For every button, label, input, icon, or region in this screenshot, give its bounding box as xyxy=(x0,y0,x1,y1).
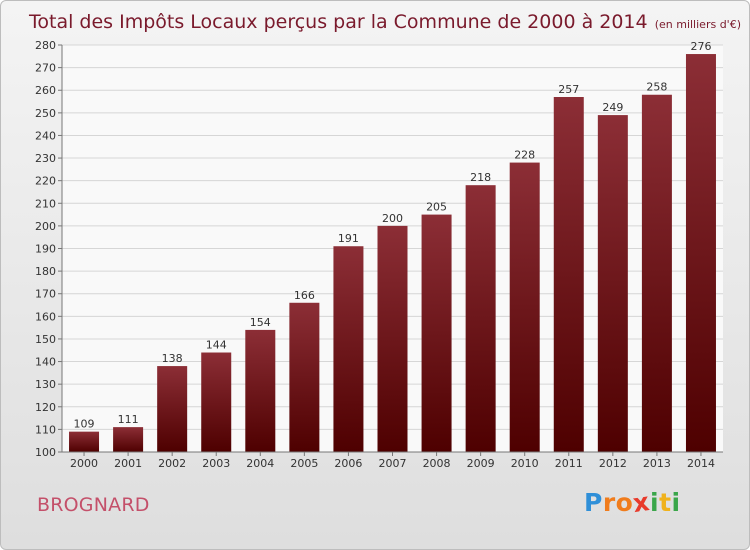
bar-2012 xyxy=(597,115,628,452)
bar-2003 xyxy=(201,352,232,452)
y-tick-label: 130 xyxy=(35,378,56,391)
logo-letter: P xyxy=(584,488,603,517)
bar-2005 xyxy=(289,302,320,452)
chart-unit-note: (en milliers d'€) xyxy=(655,18,741,31)
y-tick-label: 160 xyxy=(35,310,56,323)
x-tick-label: 2002 xyxy=(158,457,186,470)
bar-2000 xyxy=(69,431,100,452)
y-tick-label: 230 xyxy=(35,152,56,165)
x-tick-label: 2007 xyxy=(379,457,407,470)
bar-value-label: 218 xyxy=(470,171,491,184)
x-tick-label: 2008 xyxy=(423,457,451,470)
bar-value-label: 228 xyxy=(514,149,535,162)
y-tick-label: 120 xyxy=(35,401,56,414)
y-tick-label: 250 xyxy=(35,107,56,120)
y-tick-label: 280 xyxy=(35,39,56,52)
x-tick-label: 2006 xyxy=(334,457,362,470)
bar-value-label: 258 xyxy=(646,81,667,94)
x-tick-label: 2012 xyxy=(599,457,627,470)
y-tick-label: 150 xyxy=(35,333,56,346)
x-tick-label: 2009 xyxy=(467,457,495,470)
logo-letter: t xyxy=(659,488,672,517)
x-axis-ticks: 2000 2001 2002 2003 2004 2005 2006 2007 2008 2009… xyxy=(70,452,715,470)
bar-value-label: 191 xyxy=(338,232,359,245)
y-tick-label: 260 xyxy=(35,84,56,97)
bar-2010 xyxy=(509,162,540,453)
y-tick-label: 140 xyxy=(35,356,56,369)
bar-2013 xyxy=(641,94,672,452)
bar-2007 xyxy=(377,225,408,452)
bar-value-label: 276 xyxy=(690,40,711,53)
logo-letter: o xyxy=(615,488,634,517)
x-tick-label: 2003 xyxy=(202,457,230,470)
logo-letter: r xyxy=(602,488,616,517)
x-tick-label: 2005 xyxy=(290,457,318,470)
logo-letter: i xyxy=(671,488,681,517)
y-axis-ticks: 100 110 120 130 140 150 160 170 180 190 200 210 220 2… xyxy=(35,39,62,459)
bar-value-label: 200 xyxy=(382,212,403,225)
bar-2001 xyxy=(113,427,144,452)
bar-value-label: 205 xyxy=(426,201,447,214)
bar-value-label: 257 xyxy=(558,83,579,96)
commune-name: BROGNARD xyxy=(37,494,150,516)
y-tick-label: 190 xyxy=(35,243,56,256)
bar-value-label: 249 xyxy=(602,101,623,114)
chart-title-text: Total des Impôts Locaux perçus par la Co… xyxy=(28,11,648,33)
bar-2014 xyxy=(685,54,716,453)
x-tick-label: 2013 xyxy=(643,457,671,470)
logo-letter: i xyxy=(650,488,660,517)
x-tick-label: 2011 xyxy=(555,457,583,470)
y-tick-label: 200 xyxy=(35,220,56,233)
bars: 109 111 138 144 154 166 191 200 205 218 228 257 249 2… xyxy=(69,40,716,453)
x-tick-label: 2001 xyxy=(114,457,142,470)
bar-2009 xyxy=(465,185,496,452)
bar-2006 xyxy=(333,246,364,452)
bar-2002 xyxy=(157,366,188,452)
bar-value-label: 154 xyxy=(250,316,271,329)
y-tick-label: 210 xyxy=(35,197,56,210)
bar-2008 xyxy=(421,214,452,452)
bar-value-label: 144 xyxy=(206,339,227,352)
y-tick-label: 170 xyxy=(35,288,56,301)
bar-value-label: 138 xyxy=(162,352,183,365)
bar-value-label: 166 xyxy=(294,289,315,302)
x-tick-label: 2010 xyxy=(511,457,539,470)
y-tick-label: 220 xyxy=(35,175,56,188)
chart-title: Total des Impôts Locaux perçus par la Co… xyxy=(28,11,741,33)
y-tick-label: 240 xyxy=(35,129,56,142)
x-tick-label: 2004 xyxy=(246,457,274,470)
logo-letter: x xyxy=(631,486,652,519)
x-tick-label: 2000 xyxy=(70,457,98,470)
x-tick-label: 2014 xyxy=(687,457,715,470)
bar-2011 xyxy=(553,97,584,452)
y-tick-label: 180 xyxy=(35,265,56,278)
bar-2004 xyxy=(245,329,276,452)
proxiti-logo: Proxiti xyxy=(584,486,681,519)
y-tick-label: 270 xyxy=(35,62,56,75)
y-tick-label: 100 xyxy=(35,446,56,459)
bar-value-label: 109 xyxy=(74,418,95,431)
y-tick-label: 110 xyxy=(35,423,56,436)
bar-value-label: 111 xyxy=(118,413,139,426)
